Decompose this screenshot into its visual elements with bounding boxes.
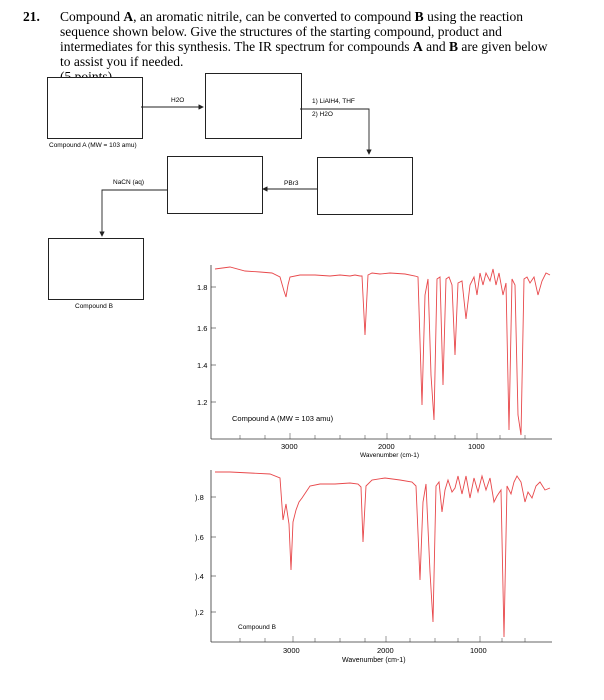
spectrum-b-label: Compound B [238,624,276,631]
y-tick-label: ).2 [195,608,204,617]
spectrum-a-trace [214,266,551,436]
y-ticks-b: ).8 ).6 ).4 ).2 [195,493,216,617]
x-ticks-a [239,433,526,439]
arrow-2 [300,108,372,155]
y-tick-label: ).6 [195,533,204,542]
question-number: 21. [23,9,40,24]
reagent-nacn-label: NaCN (aq) [113,179,145,186]
x-ticks-b [239,636,526,642]
y-tick-label: 1.6 [197,324,207,333]
reagent-lialh4-label: 1) LiAlH4, THF [312,98,355,105]
arrow-4 [99,189,167,237]
x-tick-label: 3000 [281,442,298,451]
x-tick-label: 2000 [378,442,395,451]
x-tick-label: 1000 [470,646,487,655]
ir-spectrum-b: ).8 ).6 ).4 ).2 3000 2000 1000 Wavenumbe… [195,470,552,664]
compound-b-label: Compound B [75,303,113,310]
x-tick-label: 1000 [468,442,485,451]
compound-a-box[interactable] [47,77,143,139]
x-tick-label: 3000 [283,646,300,655]
y-tick-label: ).8 [195,493,204,502]
y-tick-label: ).4 [195,572,204,581]
x-axis-label: Wavenumber (cm-1) [360,452,419,459]
intermediate-1-box[interactable] [205,73,302,139]
spectrum-b-trace [215,471,551,638]
intermediate-2-box[interactable] [317,157,413,215]
spectrum-a-label: Compound A (MW = 103 amu) [232,414,334,423]
reagent-h2o-label: H2O [171,97,185,104]
x-axis-label: Wavenumber (cm-1) [342,657,406,664]
question-text: Compound A, an aromatic nitrile, can be … [60,9,550,84]
compound-a-label: Compound A (MW = 103 amu) [49,142,137,149]
ir-spectrum-a: 1.8 1.6 1.4 1.2 3000 2000 1000 Wavenumbe… [197,265,552,459]
y-ticks-a: 1.8 1.6 1.4 1.2 [197,283,216,407]
intermediate-3-box[interactable] [167,156,263,214]
compound-b-box[interactable] [48,238,144,300]
reagent-water-label: 2) H2O [312,111,333,118]
y-tick-label: 1.2 [197,398,207,407]
y-tick-label: 1.4 [197,361,207,370]
reagent-pbr3-label: PBr3 [284,180,299,187]
x-tick-label: 2000 [377,646,394,655]
y-tick-label: 1.8 [197,283,207,292]
